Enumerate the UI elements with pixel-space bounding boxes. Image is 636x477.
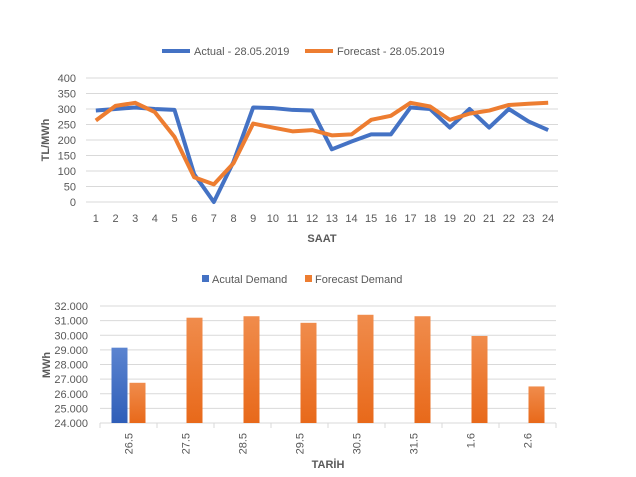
legend-label: Actual - 28.05.2019 [194, 46, 289, 58]
x-tick-label: 1.6 [466, 433, 478, 448]
y-tick-label: 400 [58, 73, 76, 85]
x-tick-label: 7 [211, 213, 217, 225]
bar-forecast [300, 322, 317, 423]
x-tick-label: 11 [287, 213, 298, 225]
x-tick-label: 15 [365, 213, 377, 225]
legend-label: Acutal Demand [212, 274, 287, 286]
x-tick-label: 31.5 [409, 433, 421, 454]
x-tick-label: 18 [424, 213, 436, 225]
x-tick-label: 17 [404, 213, 416, 225]
x-axis-label: TARİH [312, 458, 345, 471]
x-tick-label: 3 [132, 213, 138, 225]
series-line-forecast [94, 100, 549, 187]
y-tick-label: 350 [58, 89, 76, 101]
legend-swatch [305, 275, 312, 282]
y-axis-label: MWh [41, 352, 53, 379]
x-tick-label: 27.5 [181, 433, 193, 454]
y-tick-label: 25.000 [54, 403, 88, 415]
y-tick-label: 27.000 [54, 374, 88, 386]
legend-swatch [202, 275, 209, 282]
x-tick-label: 2.6 [523, 433, 535, 448]
bar-forecast [129, 382, 146, 423]
x-tick-label: 24 [542, 213, 554, 225]
x-tick-label: 1 [93, 213, 99, 225]
bar-forecast [414, 316, 431, 423]
x-tick-label: 20 [463, 213, 475, 225]
y-tick-label: 32.000 [54, 301, 88, 313]
bar-actual [111, 347, 128, 423]
x-tick-label: 6 [191, 213, 197, 225]
x-tick-label: 2 [112, 213, 118, 225]
bar-forecast [357, 314, 374, 423]
y-axis-label: TL/MWh [40, 118, 52, 161]
y-tick-label: 250 [58, 120, 76, 132]
x-tick-label: 29.5 [295, 433, 307, 454]
bar-forecast [243, 316, 260, 423]
y-tick-label: 100 [58, 166, 76, 178]
y-tick-label: 50 [64, 182, 76, 194]
x-tick-label: 8 [230, 213, 236, 225]
x-tick-label: 16 [385, 213, 397, 225]
y-tick-label: 200 [58, 135, 76, 147]
x-tick-label: 19 [444, 213, 456, 225]
x-tick-label: 13 [326, 213, 338, 225]
x-tick-label: 9 [250, 213, 256, 225]
y-tick-label: 150 [58, 151, 76, 163]
bar-forecast [471, 335, 488, 423]
x-tick-label: 23 [522, 213, 534, 225]
y-tick-label: 29.000 [54, 345, 88, 357]
x-tick-label: 28.5 [238, 433, 250, 454]
y-tick-label: 31.000 [54, 316, 88, 328]
x-tick-label: 4 [152, 213, 158, 225]
y-tick-label: 28.000 [54, 360, 88, 372]
y-tick-label: 300 [58, 104, 76, 116]
y-tick-label: 24.000 [54, 418, 88, 430]
y-tick-label: 0 [70, 197, 76, 209]
demand-bar-chart: MWh TARİH 24.000 25.000 26.000 27.000 28.000… [41, 274, 557, 471]
legend-label: Forecast - 28.05.2019 [337, 46, 445, 58]
y-tick-label: 30.000 [54, 330, 88, 342]
x-tick-label: 22 [503, 213, 515, 225]
legend-label: Forecast Demand [315, 274, 402, 286]
y-tick-label: 26.000 [54, 389, 88, 401]
x-tick-label: 14 [345, 213, 357, 225]
x-axis-label: SAAT [307, 233, 336, 245]
x-tick-label: 21 [483, 213, 495, 225]
bar-forecast [528, 386, 545, 423]
x-tick-label: 26.5 [124, 433, 136, 454]
x-tick-label: 10 [267, 213, 279, 225]
x-tick-label: 5 [171, 213, 177, 225]
x-tick-label: 30.5 [352, 433, 364, 454]
x-tick-label: 12 [306, 213, 318, 225]
bar-forecast [186, 317, 203, 423]
